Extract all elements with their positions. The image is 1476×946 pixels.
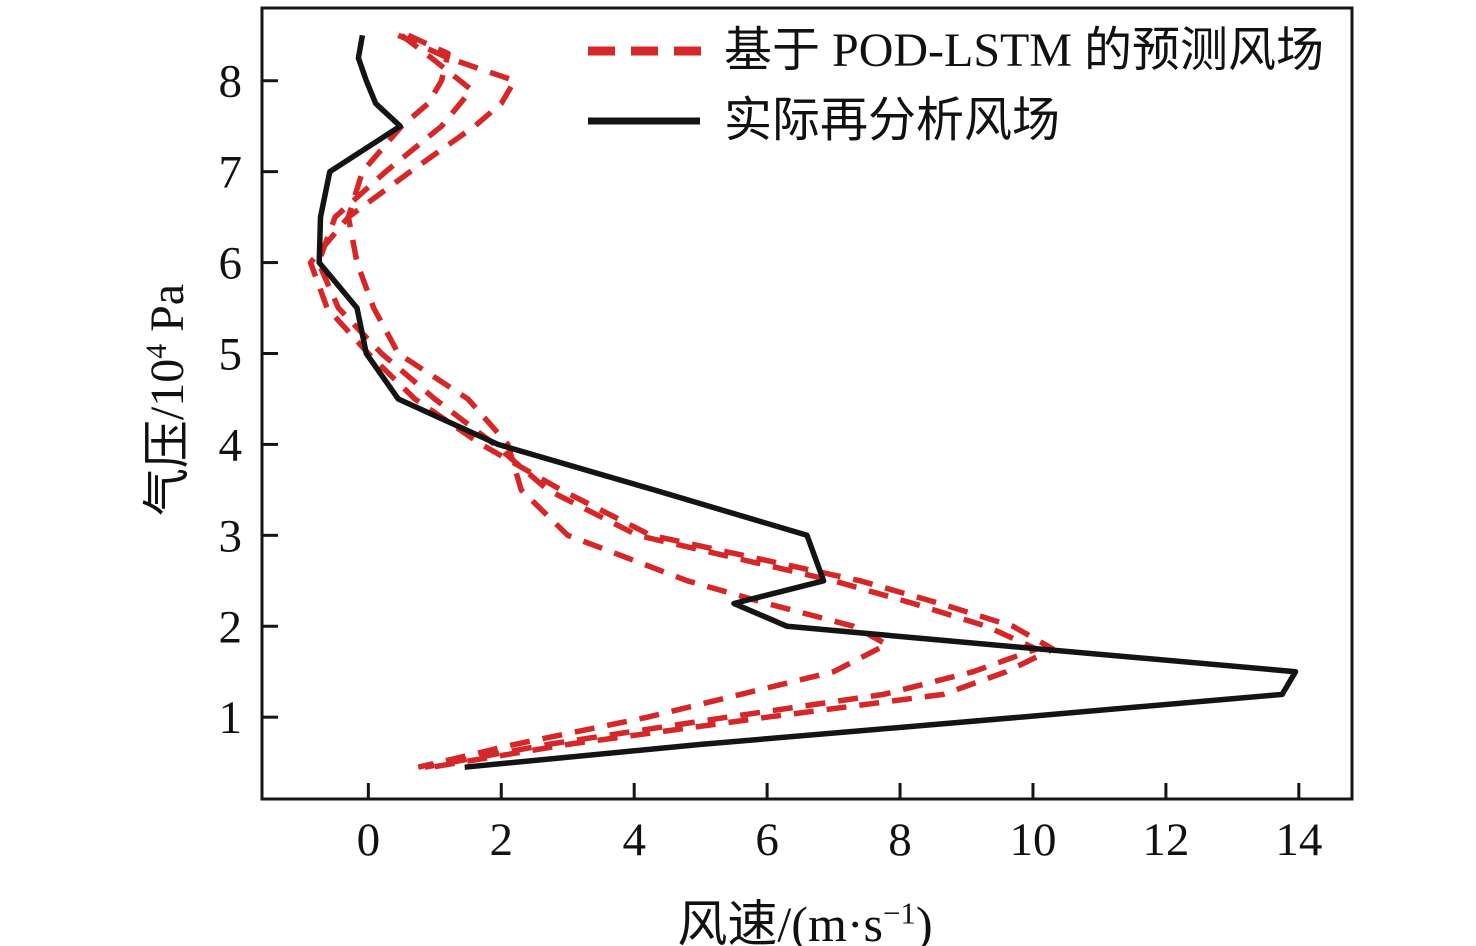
x-axis-label: 风速/(m·s−1)	[677, 884, 932, 946]
legend-label-actual: 实际再分析风场	[724, 94, 1061, 147]
legend-item-actual: 实际再分析风场	[588, 86, 1324, 156]
y-axis-label-text: 气压/10	[141, 358, 194, 517]
y-tick-label-7: 8	[219, 56, 243, 108]
y-tick-label-2: 3	[219, 510, 243, 562]
x-tick-label-7: 14	[1275, 814, 1322, 866]
x-tick-label-2: 4	[622, 814, 646, 866]
x-tick-label-1: 2	[490, 814, 514, 866]
y-tick-label-4: 5	[219, 328, 243, 380]
y-axis-label-unit: Pa	[141, 283, 194, 344]
y-tick-label-0: 1	[219, 692, 243, 744]
legend: 基于 POD-LSTM 的预测风场 实际再分析风场	[588, 16, 1324, 156]
x-axis-label-close: )	[915, 896, 933, 946]
predicted-wind-line-0	[307, 32, 1056, 770]
predicted-line-sample	[588, 46, 706, 56]
y-tick-label-1: 2	[219, 601, 243, 653]
predicted-wind-line-1	[315, 33, 1040, 770]
x-axis-label-superscript: −1	[882, 895, 916, 931]
x-axis-label-text: 风速/(m·s	[677, 896, 883, 946]
predicted-wind-line-2	[345, 32, 890, 770]
legend-label-predicted: 基于 POD-LSTM 的预测风场	[724, 24, 1325, 77]
x-tick-label-5: 10	[1009, 814, 1056, 866]
x-tick-label-0: 0	[357, 814, 381, 866]
x-tick-label-4: 8	[888, 814, 912, 866]
legend-item-predicted: 基于 POD-LSTM 的预测风场	[588, 16, 1324, 86]
y-tick-label-3: 4	[219, 419, 243, 471]
axes-frame	[260, 6, 1354, 801]
y-axis-label-superscript: 4	[140, 343, 173, 359]
x-tick-label-6: 12	[1142, 814, 1189, 866]
y-axis-label: 气压/104 Pa	[127, 284, 197, 516]
x-tick-label-3: 6	[755, 814, 779, 866]
actual-line-sample	[588, 117, 700, 125]
actual-wind-line	[316, 34, 1299, 770]
y-tick-label-6: 7	[219, 147, 243, 199]
y-tick-label-5: 6	[219, 238, 243, 290]
